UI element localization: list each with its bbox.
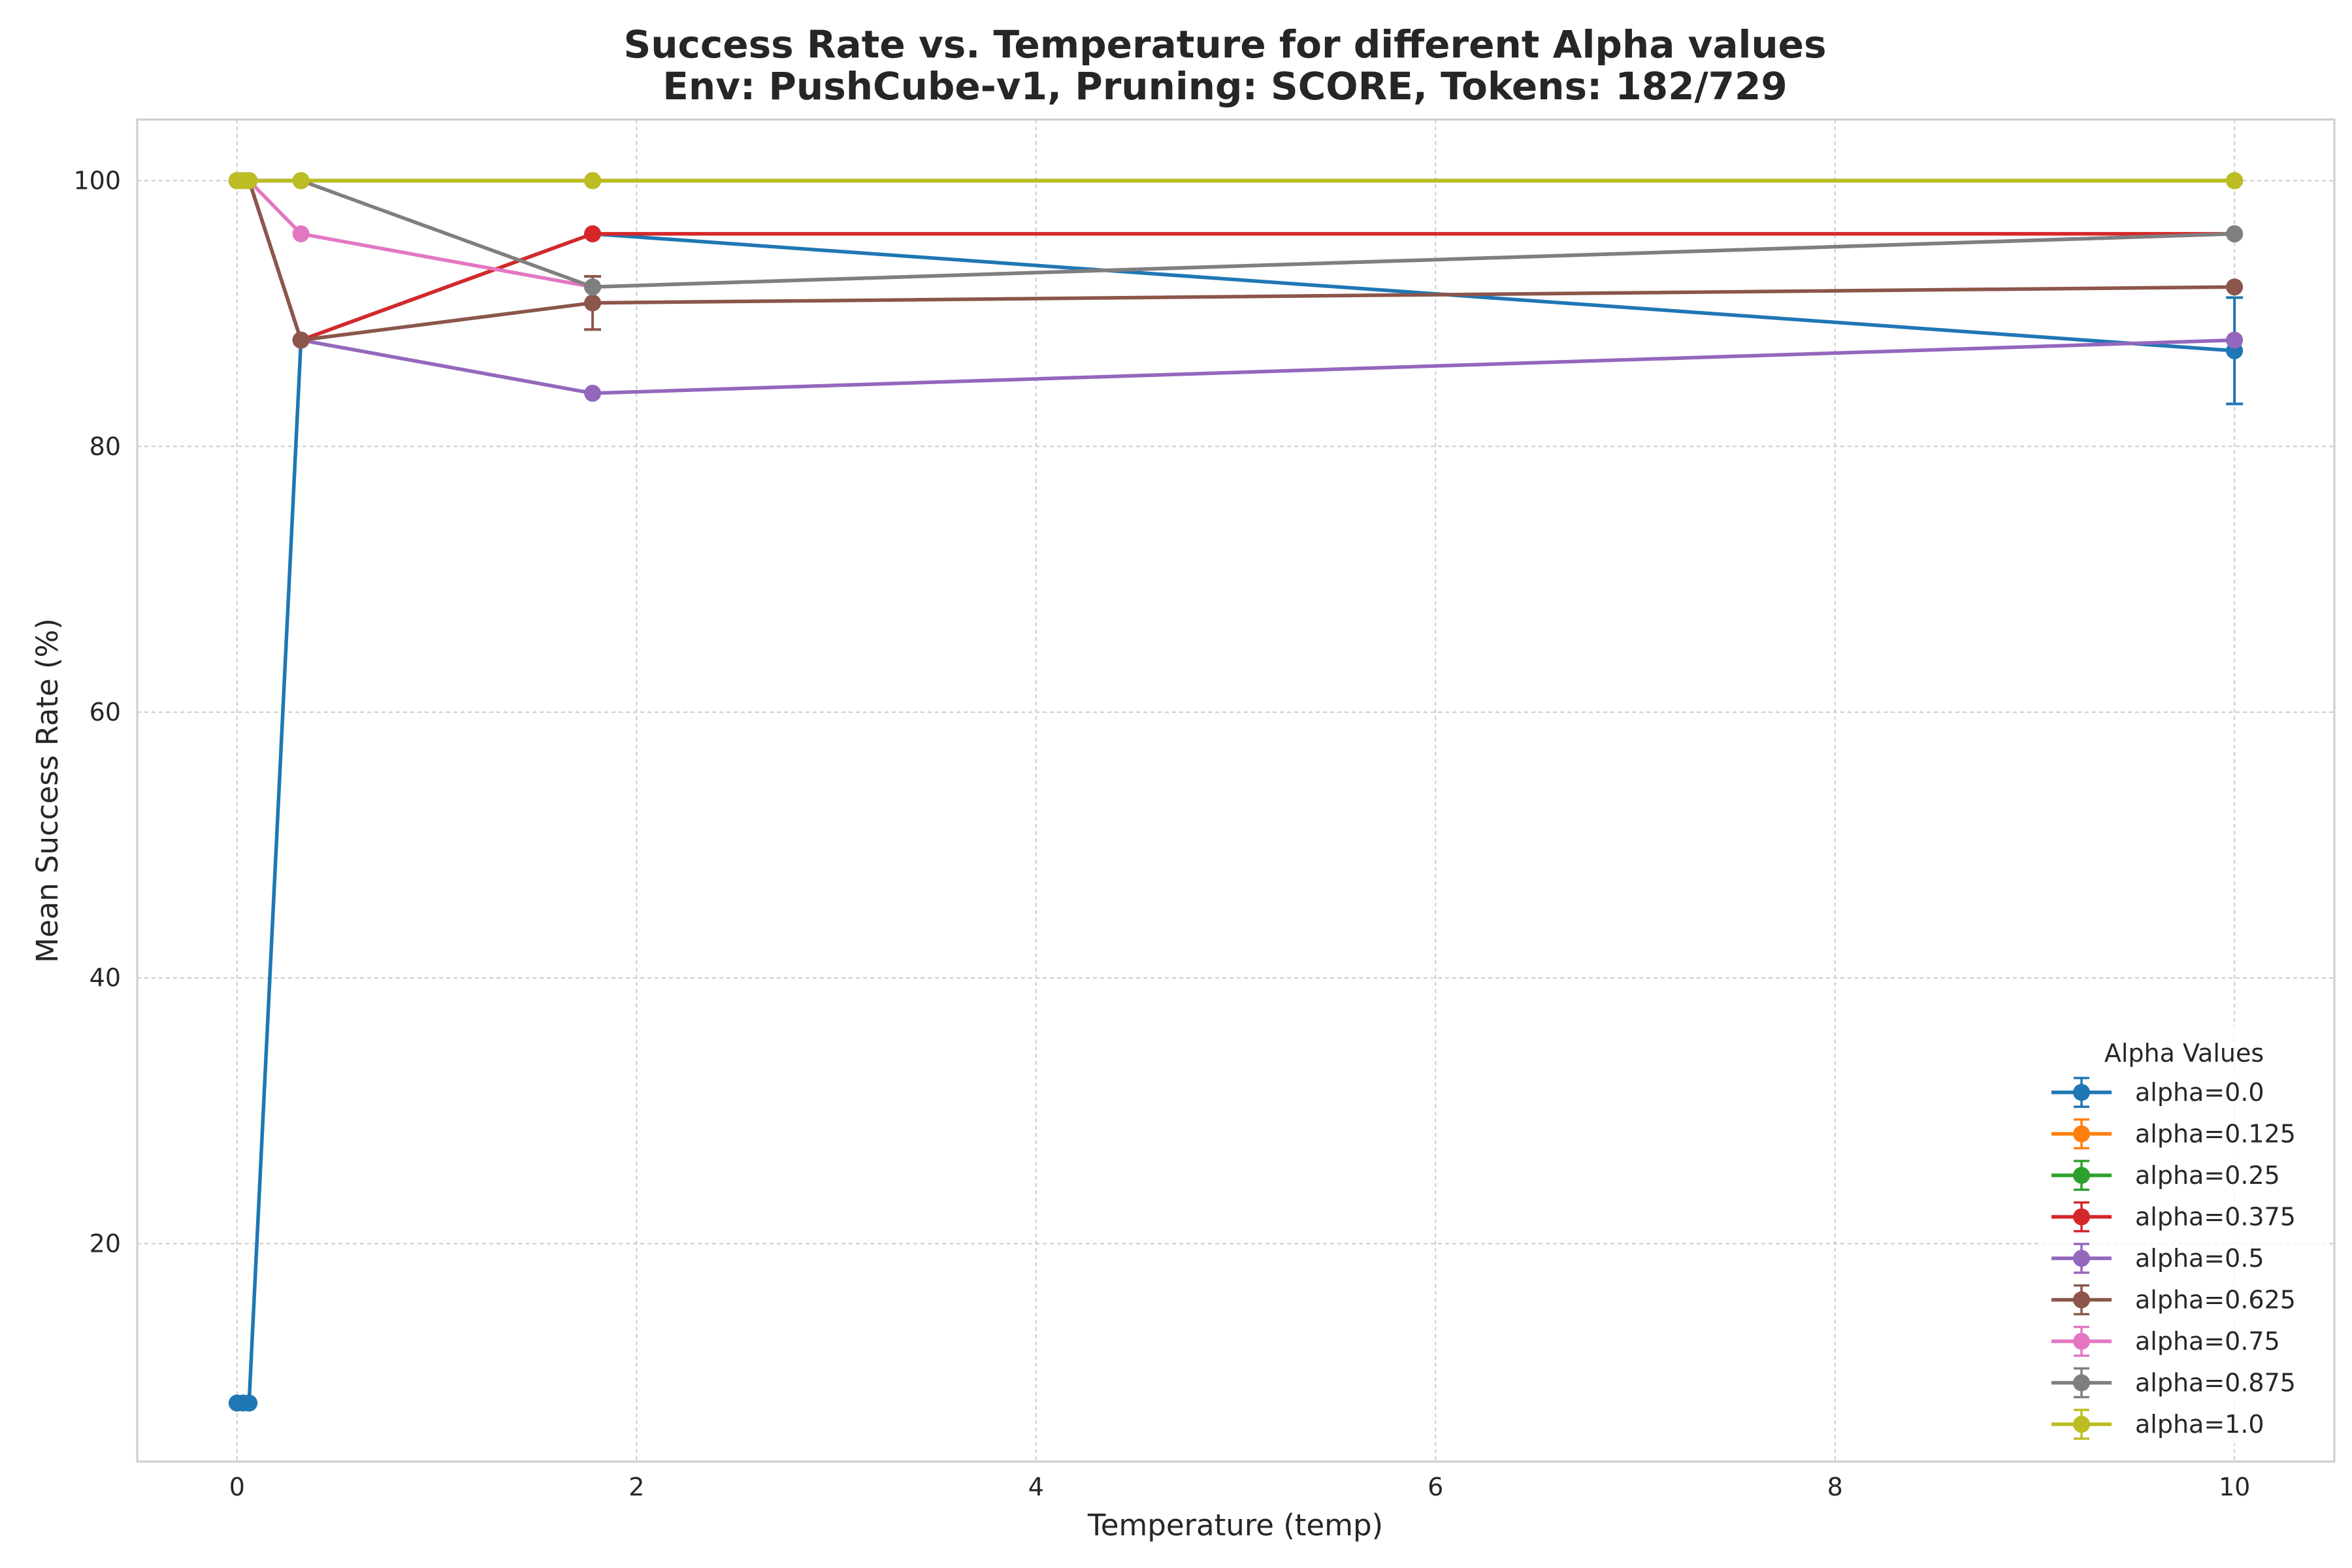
legend-item: alpha=0.25 <box>2051 1160 2280 1191</box>
data-point <box>240 1394 258 1412</box>
legend-label: alpha=0.25 <box>2135 1161 2280 1190</box>
y-tick-label: 100 <box>73 167 121 195</box>
legend-label: alpha=0.125 <box>2135 1120 2296 1149</box>
y-tick-label: 80 <box>90 432 121 461</box>
legend-marker <box>2073 1084 2090 1101</box>
data-point <box>2226 172 2244 189</box>
legend-item: alpha=0.625 <box>2051 1284 2296 1316</box>
series-alpha=0.5 <box>228 172 2244 402</box>
legend-item: alpha=0.5 <box>2051 1243 2264 1274</box>
series-line <box>237 178 2235 342</box>
data-point <box>292 172 310 189</box>
legend: Alpha Values alpha=0.0alpha=0.125alpha=0… <box>2038 1026 2326 1444</box>
chart-title: Success Rate vs. Temperature for differe… <box>623 22 1826 67</box>
tick-labels: 0 2 4 6 8 10 20 40 60 80 100 <box>73 167 2250 1501</box>
legend-item: alpha=0.0 <box>2051 1077 2264 1108</box>
data-point <box>584 384 602 402</box>
data-point <box>292 331 310 349</box>
legend-marker <box>2073 1125 2090 1143</box>
legend-label: alpha=1.0 <box>2135 1410 2264 1439</box>
x-tick-label: 8 <box>1827 1473 1843 1501</box>
data-point <box>2226 278 2244 296</box>
series-line <box>237 178 2235 395</box>
legend-marker <box>2073 1167 2090 1184</box>
data-point <box>292 225 310 242</box>
series-alpha=0.625 <box>228 172 2244 349</box>
data-point <box>2226 331 2244 349</box>
legend-items: alpha=0.0 alpha=0.125 alpha=0.25 alpha=0.37… <box>2051 1077 2296 1440</box>
legend-marker <box>2073 1291 2090 1309</box>
series-alpha=0.0 <box>228 225 2244 1412</box>
data-point <box>2226 225 2244 242</box>
legend-item: alpha=0.75 <box>2051 1326 2280 1357</box>
legend-marker <box>2073 1208 2090 1226</box>
legend-label: alpha=0.875 <box>2135 1369 2296 1397</box>
y-tick-label: 20 <box>90 1229 121 1258</box>
x-tick-label: 0 <box>229 1473 245 1501</box>
legend-label: alpha=0.625 <box>2135 1286 2296 1315</box>
x-tick-label: 4 <box>1028 1473 1044 1501</box>
data-point <box>584 225 602 242</box>
legend-item: alpha=0.125 <box>2051 1118 2296 1150</box>
legend-label: alpha=0.5 <box>2135 1244 2264 1273</box>
series-alpha=0.375 <box>228 172 2244 349</box>
plot-frame <box>136 118 2336 1463</box>
legend-item: alpha=0.875 <box>2051 1367 2296 1399</box>
legend-label: alpha=0.75 <box>2135 1327 2280 1356</box>
series-line <box>237 232 2235 1405</box>
legend-title: Alpha Values <box>2104 1039 2264 1068</box>
grid <box>137 120 2334 1462</box>
data-point <box>584 172 602 189</box>
x-tick-label: 6 <box>1428 1473 1443 1501</box>
legend-item: alpha=0.375 <box>2051 1201 2296 1233</box>
legend-item: alpha=1.0 <box>2051 1409 2264 1440</box>
series-alpha=1.0 <box>228 172 2244 189</box>
legend-label: alpha=0.375 <box>2135 1203 2296 1232</box>
legend-marker <box>2073 1374 2090 1392</box>
legend-marker <box>2073 1250 2090 1267</box>
y-tick-label: 60 <box>90 698 121 727</box>
series-layer <box>228 172 2244 1412</box>
y-tick-label: 40 <box>90 964 121 992</box>
x-axis-label: Temperature (temp) <box>1087 1508 1383 1543</box>
legend-marker <box>2073 1416 2090 1433</box>
legend-label: alpha=0.0 <box>2135 1078 2264 1107</box>
x-tick-label: 2 <box>629 1473 644 1501</box>
legend-marker <box>2073 1333 2090 1350</box>
series-line <box>237 178 2235 342</box>
x-tick-label: 10 <box>2219 1473 2250 1501</box>
y-axis-label: Mean Success Rate (%) <box>30 618 65 963</box>
chart-subtitle: Env: PushCube-v1, Pruning: SCORE, Tokens… <box>662 64 1787 108</box>
data-point <box>240 172 258 189</box>
data-point <box>584 278 602 296</box>
data-point <box>584 294 602 312</box>
